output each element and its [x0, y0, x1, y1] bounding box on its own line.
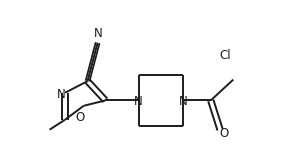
- Text: Cl: Cl: [220, 49, 231, 62]
- Text: O: O: [219, 127, 229, 140]
- Text: N: N: [94, 27, 103, 40]
- Text: N: N: [57, 88, 66, 101]
- Text: N: N: [134, 96, 143, 108]
- Text: N: N: [178, 96, 187, 108]
- Text: O: O: [75, 111, 84, 124]
